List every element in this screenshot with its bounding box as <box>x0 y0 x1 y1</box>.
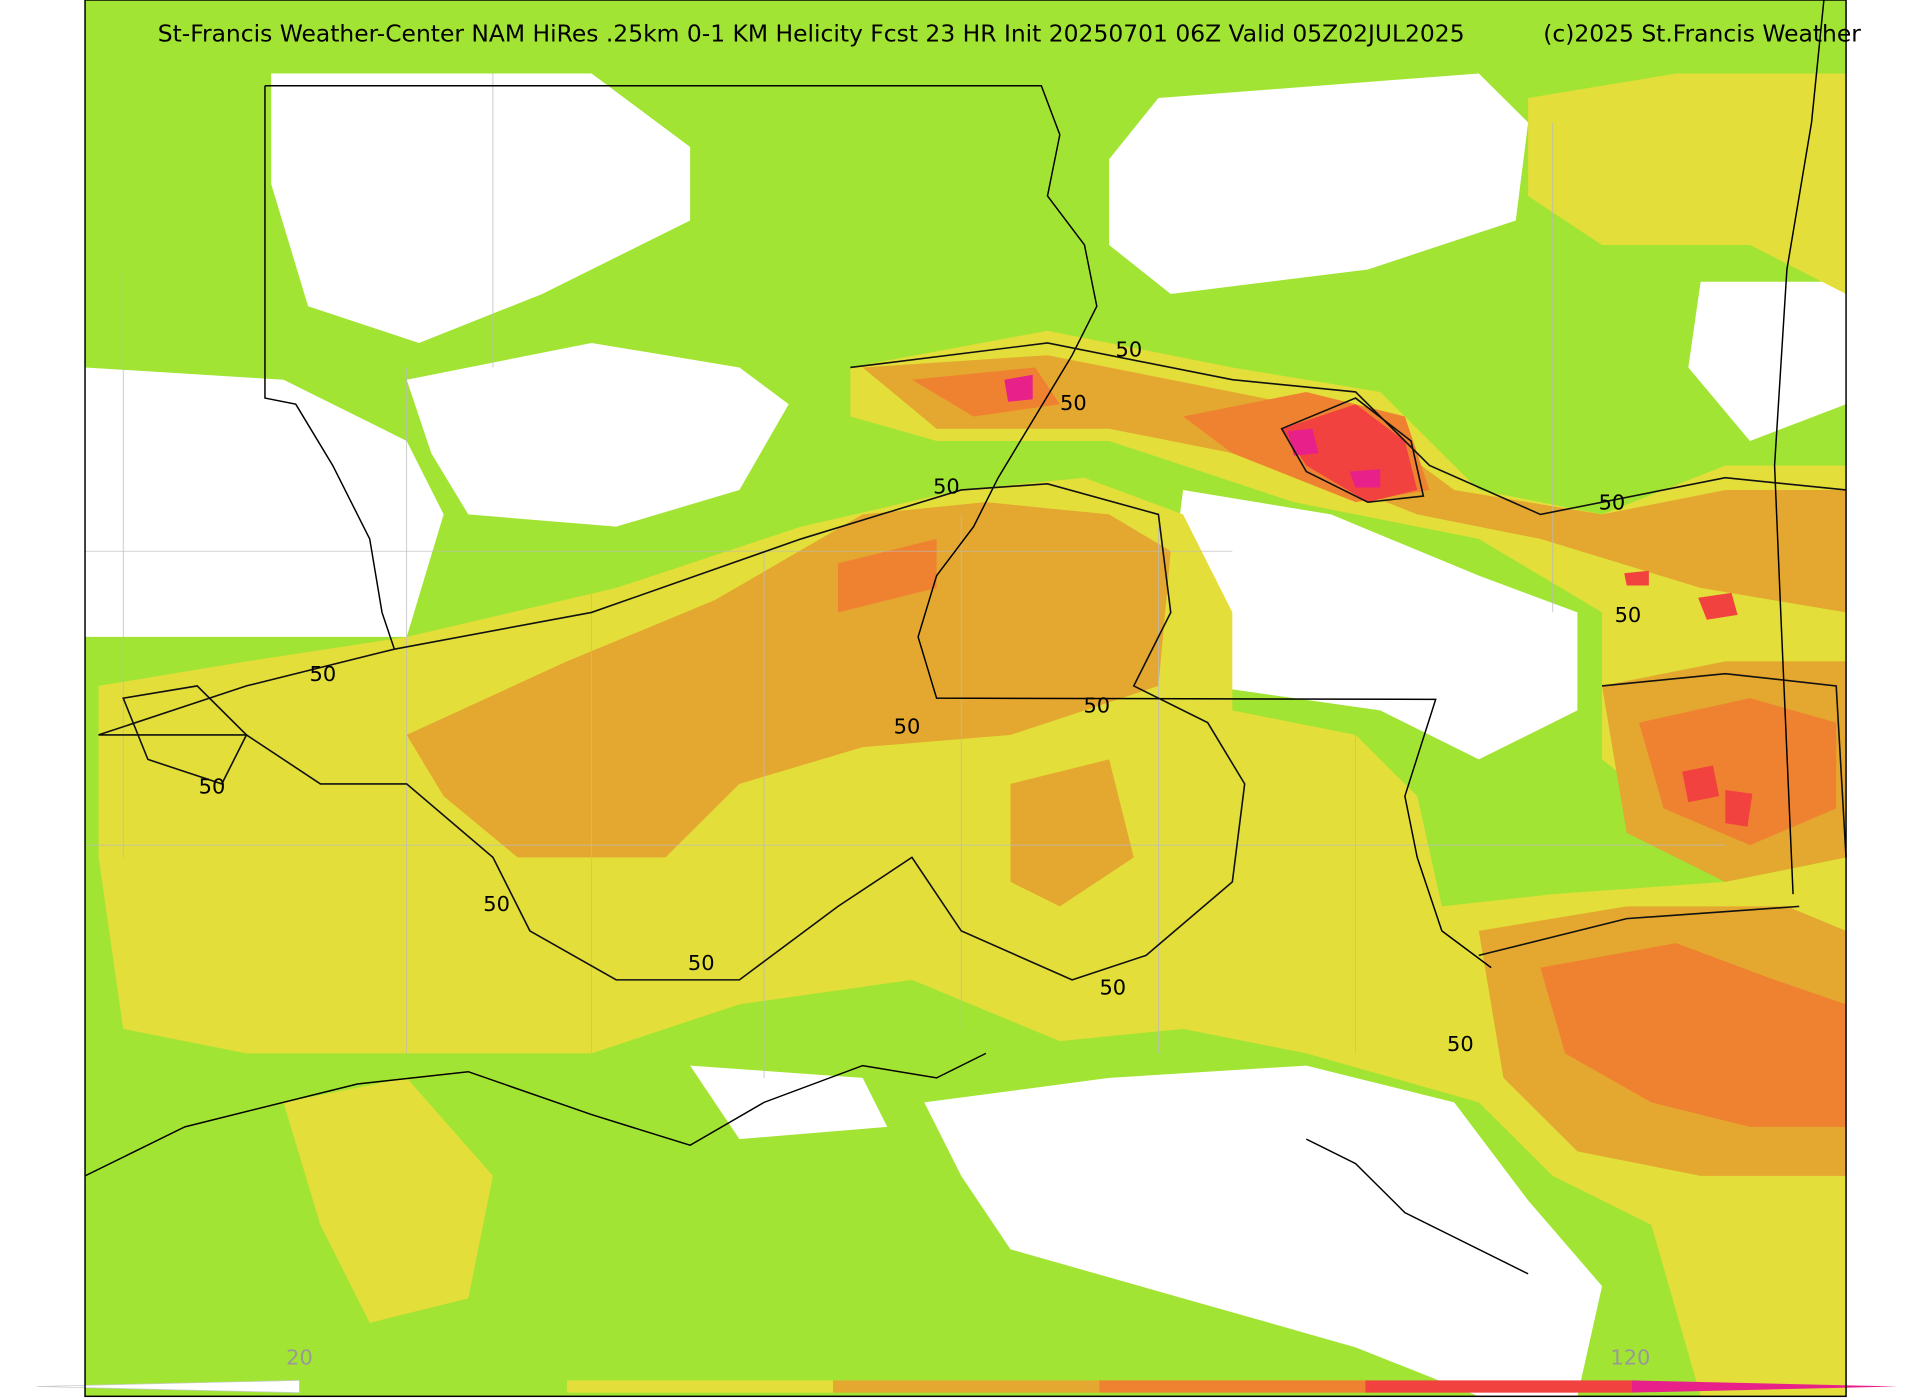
contour-labels: 50 50 50 50 50 50 50 50 50 50 50 50 50 <box>199 337 1642 1055</box>
credit: (c)2025 St.Francis Weather <box>1543 20 1861 48</box>
colorbar <box>36 1380 1898 1394</box>
contour-label: 50 <box>199 775 226 799</box>
borders <box>84 0 1825 1275</box>
contour-label: 50 <box>933 475 960 499</box>
county-lines <box>85 73 1726 1078</box>
contour-label: 50 <box>483 892 510 916</box>
contour-label: 50 <box>894 715 921 739</box>
contour-label: 50 <box>1615 603 1642 627</box>
contour-label: 50 <box>1060 391 1087 415</box>
contour-label: 50 <box>1116 337 1143 361</box>
contour-label: 50 <box>1099 975 1126 999</box>
contour-label: 50 <box>688 951 715 975</box>
contours <box>98 342 1847 981</box>
colorbar-label: 20 <box>286 1346 313 1370</box>
frame <box>84 0 1847 1398</box>
colorbar-label: 120 <box>1610 1346 1650 1370</box>
contour-label: 50 <box>310 662 337 686</box>
contour-label: 50 <box>1447 1032 1474 1056</box>
contour-label: 50 <box>1599 490 1626 514</box>
title: St-Francis Weather-Center NAM HiRes .25k… <box>158 20 1465 48</box>
contour-label: 50 <box>1083 694 1110 718</box>
